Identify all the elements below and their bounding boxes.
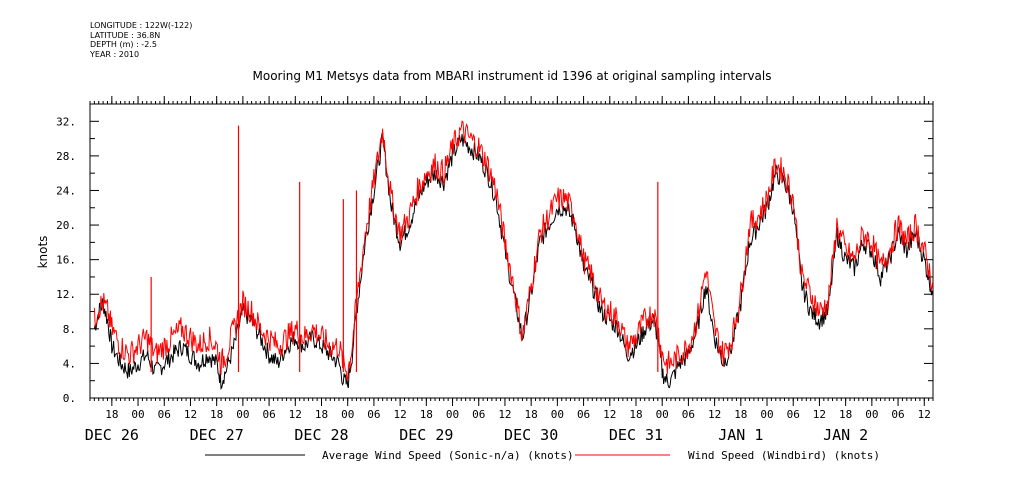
x-tick-label: 12 (813, 408, 826, 421)
x-tick-label: 18 (629, 408, 642, 421)
x-tick-label: 00 (760, 408, 773, 421)
x-tick-label: 06 (891, 408, 904, 421)
legend-label-windbird: Wind Speed (Windbird) (knots) (688, 449, 880, 462)
depth-label: DEPTH (m) : -2.5 (90, 40, 157, 49)
x-date-label: DEC 31 (609, 426, 663, 444)
y-tick-label: 32. (56, 115, 76, 128)
y-tick-label: 24. (56, 184, 76, 197)
year-label: YEAR : 2010 (90, 49, 140, 59)
x-date-label: DEC 28 (294, 426, 348, 444)
x-tick-label: 06 (262, 408, 275, 421)
x-date-label: JAN 1 (718, 426, 763, 444)
x-tick-label: 12 (289, 408, 302, 421)
x-tick-label: 18 (105, 408, 118, 421)
x-date-label: DEC 29 (399, 426, 453, 444)
x-tick-label: 12 (184, 408, 197, 421)
longitude-label: LONGITUDE : 122W(-122) (90, 21, 193, 30)
sonic-wind-series-line (93, 131, 934, 391)
x-tick-label: 00 (865, 408, 878, 421)
x-tick-label: 18 (420, 408, 433, 421)
x-tick-label: 12 (918, 408, 931, 421)
chart-title: Mooring M1 Metsys data from MBARI instru… (253, 69, 772, 83)
x-tick-label: 18 (525, 408, 538, 421)
x-tick-label: 06 (158, 408, 171, 421)
y-axis-label: knots (36, 236, 50, 269)
metadata-block: LONGITUDE : 122W(-122) LATITUDE : 36.8N … (90, 21, 192, 59)
plot-area: 18 00 06 12 18 00 06 12 18 00 06 12 18 00 06 12 18 00 06 12… (56, 96, 934, 444)
y-tick-label: 28. (56, 150, 76, 163)
x-tick-label: 12 (393, 408, 406, 421)
x-tick-label: 00 (656, 408, 669, 421)
x-tick-label: 12 (498, 408, 511, 421)
x-date-label: DEC 30 (504, 426, 558, 444)
y-tick-label: 0. (63, 392, 76, 405)
y-tick-label: 12. (56, 288, 76, 301)
x-date-label: DEC 26 (85, 426, 139, 444)
x-tick-label: 00 (236, 408, 249, 421)
x-date-label: JAN 2 (823, 426, 868, 444)
x-tick-label: 00 (131, 408, 144, 421)
x-tick-label: 18 (315, 408, 328, 421)
latitude-label: LATITUDE : 36.8N (90, 30, 161, 40)
y-tick-label: 20. (56, 219, 76, 232)
windbird-wind-series-line (93, 120, 934, 381)
x-tick-label: 06 (577, 408, 590, 421)
x-tick-label: 06 (682, 408, 695, 421)
x-tick-label: 06 (367, 408, 380, 421)
x-tick-label: 06 (787, 408, 800, 421)
x-tick-label: 18 (734, 408, 747, 421)
legend-label-sonic: Average Wind Speed (Sonic-n/a) (knots) (322, 449, 574, 462)
x-tick-label: 12 (603, 408, 616, 421)
x-date-label: DEC 27 (190, 426, 244, 444)
x-tick-label: 06 (472, 408, 485, 421)
y-tick-label: 4. (63, 357, 76, 370)
x-tick-label: 00 (551, 408, 564, 421)
x-tick-label: 18 (210, 408, 223, 421)
y-tick-label: 16. (56, 254, 76, 267)
x-tick-label: 12 (708, 408, 721, 421)
y-tick-label: 8. (63, 323, 76, 336)
x-tick-label: 00 (446, 408, 459, 421)
legend: Average Wind Speed (Sonic-n/a) (knots) Wi… (205, 449, 880, 462)
x-tick-label: 00 (341, 408, 354, 421)
x-tick-label: 18 (839, 408, 852, 421)
plot-frame (89, 103, 934, 399)
